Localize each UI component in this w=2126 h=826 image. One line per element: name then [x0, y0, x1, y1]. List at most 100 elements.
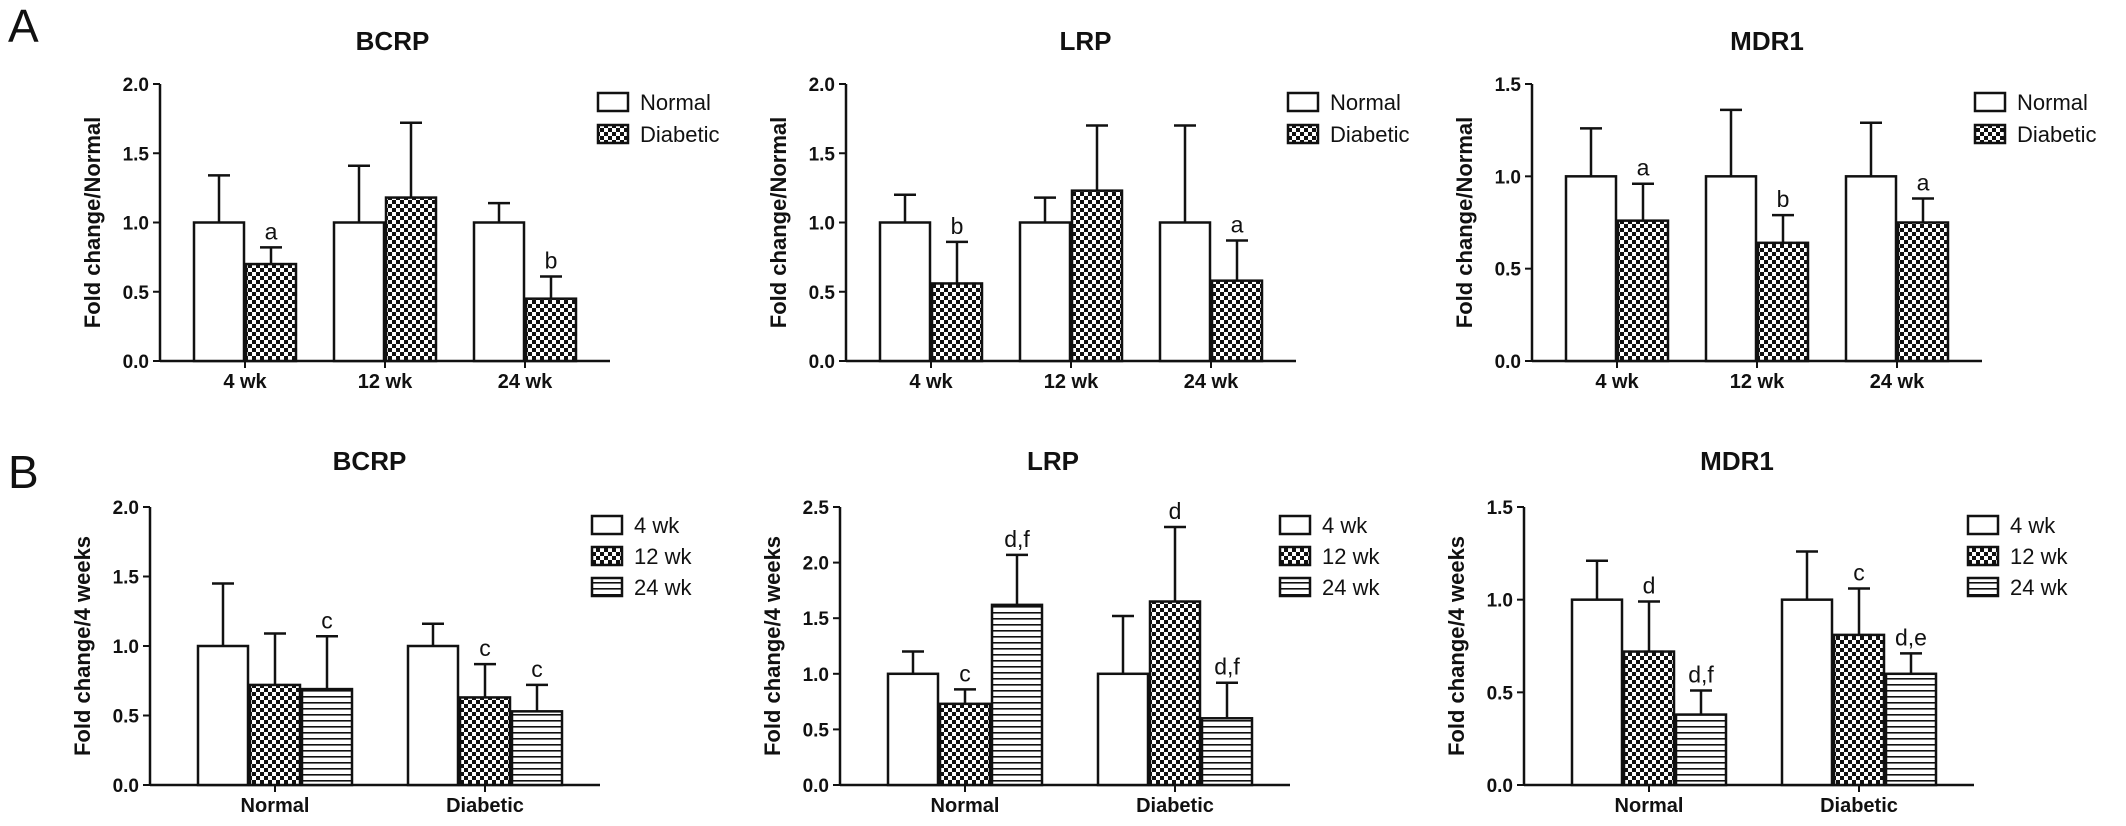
x-tick-label: 4 wk [909, 371, 953, 393]
chart-1: LRP Fold change/Normal 0.0 0.5 1.0 1.5 2.0 b 4 w… [766, 26, 1409, 393]
x-tick-label: Normal [241, 795, 310, 817]
legend-label: Diabetic [1330, 122, 1409, 147]
legend-swatch [1278, 514, 1312, 536]
x-tick-label: 4 wk [223, 371, 267, 393]
bar [1564, 175, 1618, 363]
y-tick-label: 1.5 [803, 609, 830, 630]
y-tick-label: 2.0 [113, 498, 139, 519]
y-tick-label: 1.5 [123, 144, 150, 165]
y-tick-label: 0.5 [809, 283, 836, 304]
significance-label: b [545, 248, 558, 274]
bar [1674, 713, 1728, 787]
bar [510, 710, 564, 787]
y-tick-label: 0.0 [123, 352, 149, 373]
y-tick-label: 0.5 [803, 720, 830, 741]
legend-swatch [1286, 91, 1320, 113]
y-tick-label: 1.0 [123, 214, 149, 235]
significance-label: d,f [1688, 661, 1714, 687]
significance-label: d,f [1004, 526, 1030, 552]
y-tick-label: 1.5 [1495, 75, 1522, 96]
bar [1704, 175, 1758, 363]
x-tick-label: 24 wk [498, 371, 553, 393]
legend-label: Diabetic [2017, 122, 2096, 147]
bar [1844, 175, 1898, 363]
significance-label: b [1777, 186, 1790, 212]
y-tick-label: 1.0 [1487, 591, 1513, 612]
legend-label: 12 wk [2010, 544, 2068, 569]
y-tick-label: 1.0 [1495, 167, 1521, 188]
chart-grid: BCRP Fold change/Normal 0.0 0.5 1.0 1.5 2.0 a 4 … [70, 26, 2096, 817]
legend-label: Diabetic [640, 122, 719, 147]
y-axis-label: Fold change/4 weeks [760, 536, 785, 756]
legend-swatch [1966, 576, 2000, 598]
significance-label: d,e [1895, 624, 1927, 650]
significance-label: d [1169, 498, 1182, 524]
bar [1896, 221, 1950, 363]
bar [886, 672, 940, 787]
chart-title: MDR1 [1730, 26, 1804, 56]
legend-label: Normal [1330, 90, 1401, 115]
legend-swatch [1973, 123, 2007, 145]
chart-0: BCRP Fold change/Normal 0.0 0.5 1.0 1.5 2.0 a 4 … [80, 26, 719, 393]
y-tick-label: 1.0 [113, 637, 139, 658]
y-tick-label: 2.5 [803, 498, 830, 519]
y-tick-label: 2.0 [809, 75, 835, 96]
legend-swatch [596, 91, 630, 113]
chart-2: MDR1 Fold change/Normal 0.0 0.5 1.0 1.5 a 4 wk b… [1452, 26, 2096, 393]
y-tick-label: 0.0 [1487, 776, 1513, 797]
chart-title: LRP [1027, 446, 1079, 476]
legend-label: 12 wk [1322, 544, 1380, 569]
bar [1570, 598, 1624, 787]
y-tick-label: 0.0 [1495, 352, 1521, 373]
x-tick-label: Diabetic [1820, 795, 1898, 817]
bar [192, 221, 246, 363]
bar [1070, 189, 1124, 363]
bar [1780, 598, 1834, 787]
bar [244, 262, 298, 363]
bar [1148, 600, 1202, 787]
legend-swatch [1278, 545, 1312, 567]
chart-title: MDR1 [1700, 446, 1774, 476]
legend-label: 4 wk [2010, 513, 2056, 538]
y-axis-label: Fold change/Normal [80, 117, 105, 328]
legend-swatch [596, 123, 630, 145]
legend-swatch [1278, 576, 1312, 598]
y-tick-label: 0.0 [809, 352, 835, 373]
x-tick-label: Diabetic [1136, 795, 1214, 817]
panel-label-b: B [8, 446, 39, 498]
y-tick-label: 1.0 [809, 214, 835, 235]
legend-label: Normal [2017, 90, 2088, 115]
bar [524, 297, 578, 363]
x-tick-label: Normal [931, 795, 1000, 817]
legend-swatch [1966, 514, 2000, 536]
y-axis-label: Fold change/4 weeks [70, 536, 95, 756]
bar [248, 683, 302, 787]
x-tick-label: 24 wk [1184, 371, 1239, 393]
y-tick-label: 2.0 [123, 75, 149, 96]
significance-label: a [265, 218, 278, 244]
bar [1096, 672, 1150, 787]
bar [930, 282, 984, 363]
bar [1832, 633, 1886, 787]
legend-label: 4 wk [634, 513, 680, 538]
bar [406, 644, 460, 787]
bar [1884, 672, 1938, 787]
legend-label: 24 wk [2010, 575, 2068, 600]
bar [1756, 241, 1810, 363]
y-tick-label: 0.0 [803, 776, 829, 797]
x-tick-label: 12 wk [1044, 371, 1099, 393]
significance-label: b [951, 213, 964, 239]
bar [1200, 717, 1254, 787]
significance-label: a [1917, 169, 1930, 195]
y-axis-label: Fold change/4 weeks [1444, 536, 1469, 756]
y-tick-label: 0.5 [113, 707, 140, 728]
bar [990, 603, 1044, 787]
legend-swatch [1286, 123, 1320, 145]
bar [938, 702, 992, 787]
y-tick-label: 0.0 [113, 776, 139, 797]
legend-label: 4 wk [1322, 513, 1368, 538]
x-tick-label: 24 wk [1870, 371, 1925, 393]
chart-5: MDR1 Fold change/4 weeks 0.0 0.5 1.0 1.5 d d,f N… [1444, 446, 2068, 817]
y-tick-label: 1.5 [809, 144, 836, 165]
